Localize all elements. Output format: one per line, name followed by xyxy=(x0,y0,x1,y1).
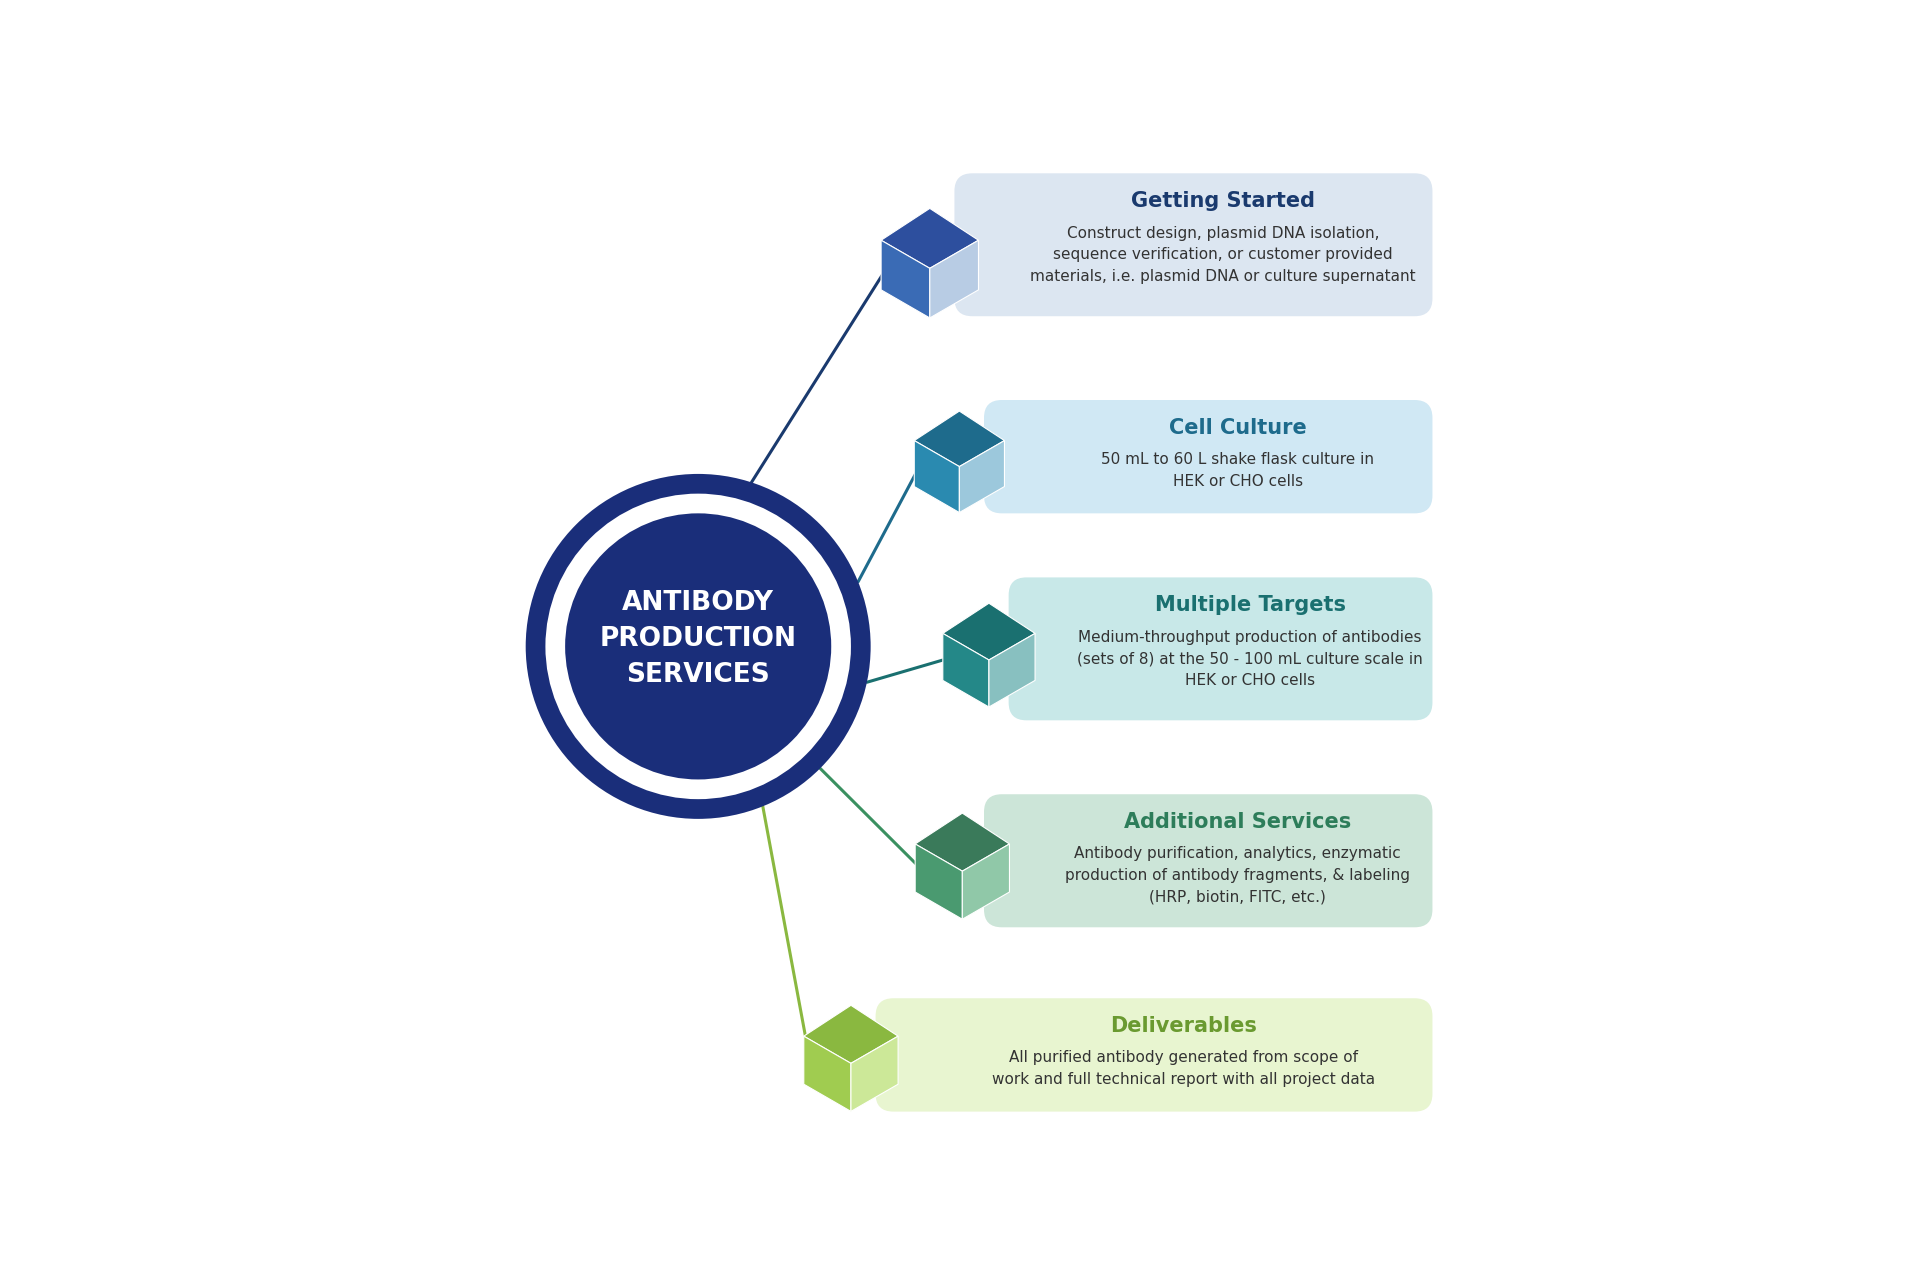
Polygon shape xyxy=(989,634,1035,707)
Polygon shape xyxy=(851,1036,899,1111)
Polygon shape xyxy=(943,603,1035,660)
FancyBboxPatch shape xyxy=(983,399,1432,513)
Text: ANTIBODY
PRODUCTION
SERVICES: ANTIBODY PRODUCTION SERVICES xyxy=(599,590,797,687)
Polygon shape xyxy=(962,844,1010,919)
Polygon shape xyxy=(881,241,929,317)
Circle shape xyxy=(564,513,831,780)
Polygon shape xyxy=(914,411,1004,467)
Circle shape xyxy=(545,494,851,799)
Text: Antibody purification, analytics, enzymatic
production of antibody fragments, & : Antibody purification, analytics, enzyma… xyxy=(1066,846,1411,905)
FancyBboxPatch shape xyxy=(876,998,1432,1111)
Text: All purified antibody generated from scope of
work and full technical report wit: All purified antibody generated from sco… xyxy=(993,1051,1375,1087)
Text: Cell Culture: Cell Culture xyxy=(1169,417,1308,438)
FancyBboxPatch shape xyxy=(983,794,1432,927)
Text: Multiple Targets: Multiple Targets xyxy=(1154,595,1346,616)
Polygon shape xyxy=(943,634,989,707)
FancyBboxPatch shape xyxy=(954,173,1432,316)
Text: Medium-throughput production of antibodies
(sets of 8) at the 50 - 100 mL cultur: Medium-throughput production of antibodi… xyxy=(1077,630,1423,687)
Text: Construct design, plasmid DNA isolation,
sequence verification, or customer prov: Construct design, plasmid DNA isolation,… xyxy=(1031,225,1415,284)
Polygon shape xyxy=(804,1005,899,1064)
Text: Deliverables: Deliverables xyxy=(1110,1016,1258,1036)
FancyBboxPatch shape xyxy=(1008,577,1432,721)
Polygon shape xyxy=(929,241,979,317)
Polygon shape xyxy=(916,844,962,919)
Circle shape xyxy=(526,474,870,819)
Text: 50 mL to 60 L shake flask culture in
HEK or CHO cells: 50 mL to 60 L shake flask culture in HEK… xyxy=(1102,452,1375,489)
Text: Additional Services: Additional Services xyxy=(1125,812,1352,832)
Polygon shape xyxy=(914,440,960,512)
Text: Getting Started: Getting Started xyxy=(1131,191,1315,211)
Polygon shape xyxy=(960,440,1004,512)
Polygon shape xyxy=(916,813,1010,872)
Polygon shape xyxy=(804,1036,851,1111)
Polygon shape xyxy=(881,209,979,269)
